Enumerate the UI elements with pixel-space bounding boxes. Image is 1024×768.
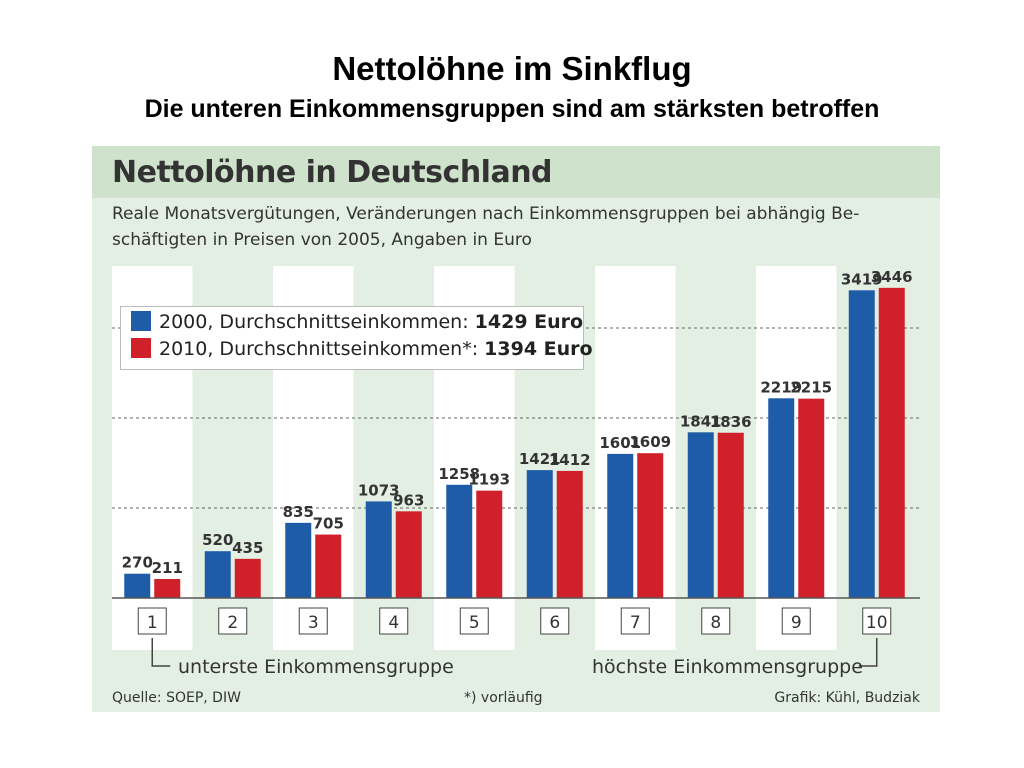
category-label-7: 7 [630, 613, 641, 633]
chart-subtitle-line-1: Reale Monatsvergütungen, Veränderungen n… [112, 204, 860, 224]
bar-2010-group-2 [234, 558, 261, 598]
bar-2010-group-8 [717, 432, 744, 598]
data-label-2010-group-2: 435 [232, 539, 263, 557]
legend-entry-2010: 2010, Durchschnittseinkommen*: 1394 Euro [131, 338, 593, 364]
category-box [137, 607, 167, 635]
footer-source: Quelle: SOEP, DIW [112, 690, 241, 706]
bar-2000-group-1 [124, 573, 151, 598]
data-label-2010-group-5: 1193 [468, 471, 510, 489]
data-label-2000-group-2: 520 [202, 531, 233, 549]
bar-2010-group-5 [476, 490, 503, 598]
legend-entry-2000: 2000, Durchschnittseinkommen: 1429 Euro [131, 311, 583, 337]
legend-value-2010: 1394 Euro [484, 338, 593, 360]
chart-subtitle-line-2: schäftigten in Preisen von 2005, Angaben… [112, 230, 532, 250]
data-label-2000-group-8: 1841 [680, 412, 722, 430]
category-box [781, 607, 811, 635]
bar-2000-group-5 [446, 484, 473, 598]
data-label-2010-group-6: 1412 [549, 451, 591, 469]
category-box [862, 607, 892, 635]
bar-2010-group-3 [315, 534, 342, 598]
category-label-9: 9 [791, 613, 802, 633]
bar-2000-group-10 [848, 290, 875, 598]
data-label-2000-group-5: 1258 [438, 465, 480, 483]
footer-note: *) vorläufig [464, 690, 543, 706]
bar-2000-group-8 [687, 432, 714, 598]
chart-title: Nettolöhne in Deutschland [112, 155, 553, 190]
category-box [701, 607, 731, 635]
data-label-2000-group-6: 1421 [519, 450, 561, 468]
category-label-6: 6 [549, 613, 560, 633]
column-band [756, 266, 837, 650]
slide-title: Nettolöhne im Sinkflug [332, 50, 692, 87]
data-label-2000-group-3: 835 [283, 503, 314, 521]
footer-credit: Grafik: Kühl, Budziak [774, 690, 920, 706]
legend-text-2000: 2000, Durchschnittseinkommen: [159, 311, 469, 333]
column-band [595, 266, 676, 650]
bar-chart: 2702115204358357051073963125811931421141… [112, 266, 920, 667]
bar-2010-group-6 [556, 470, 583, 598]
data-label-2000-group-7: 1601 [599, 434, 641, 452]
category-label-3: 3 [308, 613, 319, 633]
bracket-highest-group [858, 638, 878, 667]
category-box [620, 607, 650, 635]
category-box [379, 607, 409, 635]
chart-header-band [92, 146, 940, 198]
legend-text-2010: 2010, Durchschnittseinkommen*: [159, 338, 479, 360]
bar-2010-group-10 [878, 287, 905, 598]
data-label-2000-group-9: 2219 [760, 378, 802, 396]
bar-2000-group-6 [526, 470, 553, 598]
category-box [218, 607, 248, 635]
data-label-2010-group-8: 1836 [710, 413, 752, 431]
data-label-2010-group-4: 963 [393, 491, 424, 509]
bar-2000-group-7 [607, 453, 634, 598]
category-label-1: 1 [147, 613, 158, 633]
bar-2010-group-1 [154, 579, 181, 598]
data-label-2010-group-7: 1609 [629, 433, 671, 451]
bracket-lowest-group [151, 638, 171, 667]
slide-subtitle: Die unteren Einkommensgruppen sind am st… [144, 95, 880, 123]
data-label-2000-group-1: 270 [122, 554, 153, 572]
data-label-2010-group-1: 211 [152, 559, 183, 577]
category-label-8: 8 [710, 613, 721, 633]
data-label-2010-group-10: 3446 [871, 268, 913, 286]
category-label-10: 10 [866, 613, 888, 633]
bar-2010-group-4 [395, 511, 422, 598]
data-label-2000-group-4: 1073 [358, 481, 400, 499]
category-label-4: 4 [388, 613, 399, 633]
bar-2000-group-9 [768, 398, 795, 598]
x-label-lowest-group: unterste Einkommensgruppe [178, 656, 454, 678]
chart-panel: Nettolöhne in Deutschland Reale Monatsve… [92, 146, 940, 712]
bar-2000-group-2 [204, 551, 231, 598]
data-label-2000-group-10: 3419 [841, 270, 883, 288]
data-label-2010-group-3: 705 [313, 515, 344, 533]
x-label-highest-group: höchste Einkommensgruppe [592, 656, 863, 678]
legend: 2000, Durchschnittseinkommen: 1429 Euro … [120, 306, 593, 370]
bar-2010-group-9 [798, 398, 825, 598]
category-label-2: 2 [227, 613, 238, 633]
bar-2000-group-4 [365, 501, 392, 598]
bar-2010-group-7 [637, 453, 664, 598]
legend-swatch-2000 [131, 311, 151, 331]
legend-value-2000: 1429 Euro [474, 311, 584, 333]
category-box [298, 607, 328, 635]
category-box [459, 607, 489, 635]
category-label-5: 5 [469, 613, 480, 633]
data-label-2010-group-9: 2215 [790, 379, 832, 397]
bar-2000-group-3 [285, 522, 312, 598]
legend-swatch-2010 [131, 338, 151, 358]
category-box [540, 607, 570, 635]
